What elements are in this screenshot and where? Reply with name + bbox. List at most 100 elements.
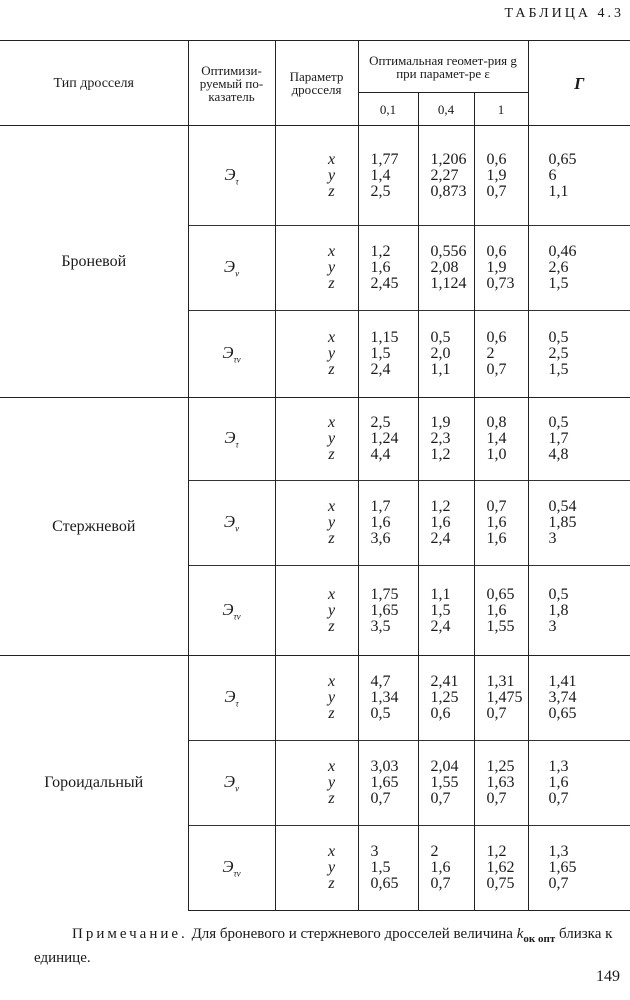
value: 2,27 — [430, 166, 459, 184]
value-cell-e1: 0,8 1,4 1,0 — [473, 397, 529, 481]
table-row: Эν x y z 1,7 1,6 3,6 1,2 1,6 2,4 0,7 1,6 1,6 0,54 1,85… — [0, 480, 630, 566]
value-cell-gamma: 1,41 3,74 0,65 — [527, 655, 630, 741]
value: 1,6 — [370, 514, 391, 531]
value: 0,5 — [370, 705, 391, 722]
value: 1,6 — [486, 514, 507, 531]
table-row: Эν x y z 3,03 1,65 0,7 2,04 1,55 0,7 1,25 1,63 0,7 1,… — [0, 740, 630, 826]
index-subscript: τ — [235, 439, 239, 450]
value: 1,2 — [430, 498, 451, 515]
table-row: Эτν x y z 1,15 1,5 2,4 0,5 2,0 1,1 0,6 2 0,7 0,5 2,5 1,… — [0, 310, 630, 398]
value: 0,7 — [430, 790, 451, 807]
value-cell-e04: 2,04 1,55 0,7 — [417, 740, 474, 826]
value: 1,2 — [370, 243, 391, 260]
parameter-label: y — [327, 689, 336, 706]
value: 1,65 — [548, 859, 577, 876]
value: 4,4 — [370, 446, 391, 463]
value: 2,04 — [430, 758, 459, 775]
value: 1,9 — [486, 166, 507, 184]
value: 1,206 — [430, 150, 467, 168]
optimized-index-cell: Эν — [187, 480, 275, 566]
note-label: Примечание. — [72, 926, 188, 942]
index-symbol: Э — [223, 512, 236, 532]
value-cell-e1: 0,7 1,6 1,6 — [473, 480, 529, 566]
value: 2,4 — [430, 617, 451, 635]
value-cell-e04: 0,5 2,0 1,1 — [417, 310, 474, 398]
value: 0,8 — [486, 414, 507, 431]
header-eps-0-1: 0,1 — [357, 92, 418, 126]
value: 2,4 — [370, 361, 391, 378]
value: 1,65 — [370, 774, 399, 791]
value-cell-e04: 2,41 1,25 0,6 — [417, 655, 474, 741]
parameter-label: y — [327, 259, 336, 276]
header-geometry: Оптимальная геомет-рия g при парамет-ре … — [357, 40, 529, 93]
value: 0,6 — [430, 705, 451, 722]
index-symbol: Э — [223, 772, 236, 792]
value: 2,6 — [548, 259, 569, 276]
value: 1,1 — [430, 361, 451, 378]
value: 1,31 — [486, 673, 515, 690]
table-caption: ТАБЛИЦА 4.3 — [504, 6, 624, 21]
value: 2,5 — [370, 182, 391, 200]
value: 1,2 — [430, 446, 451, 463]
value: 6 — [548, 166, 557, 184]
value: 1,63 — [486, 774, 515, 791]
parameter-label: y — [327, 514, 336, 531]
note-symbol-sub: ок опт — [523, 933, 556, 945]
value-cell-gamma: 0,65 6 1,1 — [527, 125, 630, 226]
value: 0,7 — [486, 361, 507, 378]
value: 1,5 — [370, 345, 391, 362]
parameter-label: x — [327, 585, 336, 603]
value: 1,7 — [370, 498, 391, 515]
value: 1,6 — [430, 514, 451, 531]
index-subscript: τ — [235, 176, 239, 187]
index-subscript: ν — [235, 523, 240, 534]
parameter-label: x — [327, 329, 336, 346]
index-symbol: Э — [224, 164, 236, 184]
type-cell: Броневой — [61, 252, 127, 270]
value: 1,1 — [430, 585, 451, 603]
value-cell-gamma: 1,3 1,65 0,7 — [527, 825, 630, 911]
table-row: Эτν x y z 3 1,5 0,65 2 1,6 0,7 1,2 1,62 0,75 1,3 1,65 0… — [0, 825, 630, 911]
value: 1,25 — [430, 689, 459, 706]
value: 0,6 — [486, 243, 507, 260]
parameter-label: z — [328, 617, 335, 635]
value-cell-e01: 1,75 1,65 3,5 — [357, 565, 418, 656]
value-cell-e01: 3,03 1,65 0,7 — [357, 740, 418, 826]
table-body: Броневой Эτ x y z 1,77 1,4 2,5 1,206 2,27 0,873 0,6… — [0, 125, 630, 911]
value-cell-gamma: 0,46 2,6 1,5 — [527, 225, 630, 311]
value: 2,3 — [430, 430, 451, 447]
value-cell-gamma: 0,5 1,8 3 — [527, 565, 630, 656]
value: 0,7 — [548, 790, 569, 807]
value: 1,124 — [430, 275, 467, 292]
value: 1,24 — [370, 430, 399, 447]
value-cell-e04: 1,2 1,6 2,4 — [417, 480, 474, 566]
value: 1,8 — [548, 601, 569, 619]
value-cell-e01: 1,77 1,4 2,5 — [357, 125, 418, 226]
value: 0,7 — [370, 790, 391, 807]
note-symbol: k — [516, 926, 524, 942]
value-cell-e04: 1,9 2,3 1,2 — [417, 397, 474, 481]
index-subscript: τν — [233, 354, 241, 365]
parameter-label: z — [328, 790, 335, 807]
value-cell-gamma: 0,54 1,85 3 — [527, 480, 630, 566]
value-cell-e01: 3 1,5 0,65 — [357, 825, 418, 911]
value: 3,74 — [548, 689, 577, 706]
value: 2,4 — [430, 530, 451, 547]
value: 3 — [548, 530, 557, 547]
value: 0,65 — [486, 585, 515, 603]
value-cell-gamma: 0,5 1,7 4,8 — [527, 397, 630, 481]
parameter-label: y — [327, 430, 336, 447]
value: 0,54 — [548, 498, 577, 515]
value: 1,6 — [486, 601, 507, 619]
value: 0,65 — [548, 705, 577, 722]
value: 1,55 — [430, 774, 459, 791]
header-type: Тип дросселя — [0, 40, 188, 126]
value: 0,7 — [548, 875, 569, 892]
header-gamma: Г — [527, 40, 630, 126]
value: 1,1 — [548, 182, 569, 200]
header-parameter: Параметр дросселя — [274, 40, 358, 126]
value: 0,6 — [486, 329, 507, 346]
